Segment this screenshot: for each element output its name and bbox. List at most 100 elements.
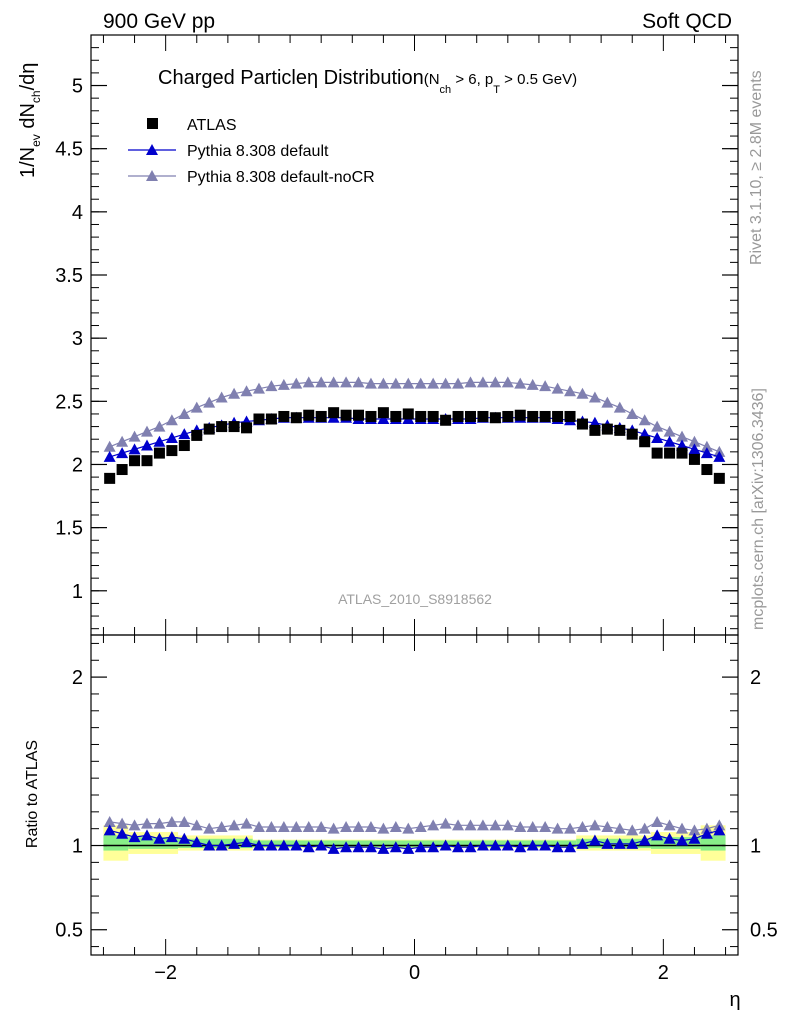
main-point-nocr: [364, 377, 377, 389]
legend: ATLAS Pythia 8.308 default Pythia 8.308 …: [128, 117, 375, 186]
title-main: Charged Particle: [158, 67, 307, 89]
ratio-point-nocr: [688, 824, 701, 836]
ylabel-part-5: /dη: [17, 63, 39, 91]
ratio-panel: 0.5 0.5 1 1 2 2 −2 0 2 Ratio to ATLAS η: [24, 634, 778, 1011]
main-point-atlas: [203, 423, 215, 435]
ylabel-part-4: ch: [29, 90, 43, 103]
main-point-nocr: [464, 376, 477, 388]
ratio-point-default: [688, 832, 701, 844]
ratio-point-nocr: [302, 821, 315, 832]
main-point-nocr: [501, 376, 514, 388]
main-point-atlas: [166, 445, 178, 457]
main-point-nocr: [700, 440, 713, 452]
ratio-point-default: [389, 841, 402, 853]
ratio-point-nocr: [377, 822, 390, 834]
analysis-watermark: ATLAS_2010_S8918562: [338, 591, 492, 607]
ratio-point-default: [315, 839, 328, 851]
main-point-atlas: [552, 410, 564, 422]
main-point-atlas: [440, 414, 452, 426]
main-point-nocr: [165, 414, 178, 426]
main-point-nocr: [290, 377, 303, 389]
main-point-atlas: [104, 472, 116, 484]
ratio-point-default: [352, 841, 365, 853]
ylabel-part-3: dN: [17, 103, 39, 134]
main-point-nocr: [514, 377, 527, 389]
main-point-atlas: [191, 429, 203, 441]
title-cond-sub2: T: [493, 84, 500, 96]
ratio-point-default: [476, 839, 489, 851]
ratio-point-nocr: [389, 821, 402, 832]
main-point-nocr: [414, 377, 427, 389]
main-point-atlas: [651, 447, 663, 459]
ratio-point-nocr: [190, 819, 203, 831]
ratio-point-nocr: [414, 821, 427, 832]
main-point-nocr: [663, 425, 676, 437]
main-point-atlas: [390, 410, 402, 422]
main-point-nocr: [352, 376, 365, 388]
chart-title: Charged Particleη Distribution(Nch > 6, …: [158, 67, 577, 96]
main-point-default: [688, 443, 701, 455]
ratio-point-nocr: [439, 817, 452, 829]
ratio-point-nocr: [489, 819, 502, 831]
main-point-atlas: [265, 413, 277, 425]
main-point-nocr: [215, 391, 228, 403]
y-tick-label: 3.5: [55, 265, 83, 287]
ratio-point-default: [514, 841, 527, 853]
ratio-axis-ticks: 0.5 0.5 1 1 2 2 −2 0 2: [55, 635, 778, 984]
main-point-atlas: [464, 410, 476, 422]
main-point-atlas: [527, 410, 539, 422]
ratio-y-tick-label-right: 2: [750, 667, 761, 689]
ylabel-part-2: ev: [29, 134, 43, 147]
ratio-point-nocr: [153, 817, 166, 829]
main-point-atlas: [489, 412, 501, 424]
ratio-frame: [90, 634, 739, 956]
y-tick-label: 4.5: [55, 139, 83, 161]
main-point-nocr: [153, 420, 166, 432]
ratio-point-default: [228, 837, 241, 849]
main-point-nocr: [601, 396, 614, 408]
main-axis-ticks: 1 1.5 2 2.5 3 3.5 4 4.5 5: [55, 35, 738, 635]
ratio-point-default: [576, 837, 589, 849]
ratio-point-nocr: [315, 821, 328, 832]
main-point-nocr: [178, 407, 191, 419]
main-point-default: [663, 435, 676, 447]
title-eta: η: [307, 67, 318, 89]
main-point-default: [153, 435, 166, 447]
ratio-point-default: [414, 841, 427, 853]
y-tick-label: 2.5: [55, 391, 83, 413]
ratio-point-nocr: [638, 822, 651, 834]
ratio-point-nocr: [402, 822, 415, 834]
main-point-atlas: [701, 464, 713, 476]
ratio-point-default: [638, 834, 651, 846]
main-point-atlas: [178, 440, 190, 452]
main-point-atlas: [328, 407, 340, 419]
legend-label-atlas: ATLAS: [187, 117, 237, 134]
ratio-point-nocr: [464, 819, 477, 831]
ratio-point-default: [588, 834, 601, 846]
ratio-point-default: [215, 839, 228, 851]
main-point-default: [116, 447, 129, 459]
ratio-point-nocr: [576, 821, 589, 832]
legend-label-default: Pythia 8.308 default: [187, 143, 329, 160]
main-point-atlas: [278, 410, 290, 422]
ratio-point-default: [277, 839, 290, 851]
main-point-atlas: [614, 424, 626, 436]
main-point-atlas: [664, 447, 676, 459]
ratio-point-nocr: [501, 819, 514, 831]
ratio-point-nocr: [252, 821, 265, 832]
ratio-point-default: [103, 824, 116, 836]
ratio-point-nocr: [663, 819, 676, 831]
main-point-atlas: [116, 464, 128, 476]
main-point-nocr: [626, 407, 639, 419]
main-point-atlas: [514, 409, 526, 421]
main-point-nocr: [651, 420, 664, 432]
ratio-point-default: [700, 827, 713, 839]
band-inner: [178, 838, 253, 849]
ratio-point-default: [676, 834, 689, 846]
main-point-atlas: [141, 455, 153, 467]
ratio-y-tick-label: 0.5: [55, 920, 83, 942]
main-point-nocr: [439, 377, 452, 389]
ratio-point-default: [153, 832, 166, 844]
ratio-point-default: [551, 841, 564, 853]
ratio-point-default: [626, 837, 639, 849]
